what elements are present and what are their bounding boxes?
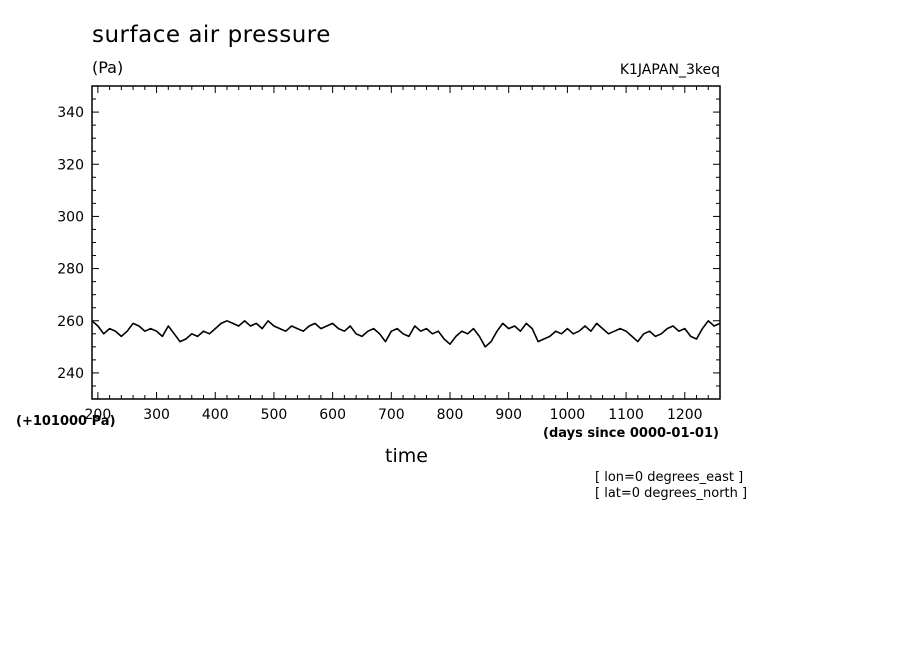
x-tick-label: 500 bbox=[261, 407, 288, 423]
lon-annotation: [ lon=0 degrees_east ] bbox=[595, 470, 744, 485]
y-tick-label: 300 bbox=[57, 209, 84, 225]
x-units-label: (days since 0000-01-01) bbox=[543, 426, 719, 441]
x-tick-label: 400 bbox=[202, 407, 229, 423]
y-tick-label: 260 bbox=[57, 314, 84, 330]
y-tick-label: 280 bbox=[57, 262, 84, 278]
x-tick-label: 1100 bbox=[608, 407, 644, 423]
y-tick-label: 240 bbox=[57, 366, 84, 382]
x-tick-label: 700 bbox=[378, 407, 405, 423]
chart-title: surface air pressure bbox=[92, 22, 331, 48]
x-tick-label: 1200 bbox=[667, 407, 703, 423]
y-offset-label: (+101000 Pa) bbox=[16, 414, 116, 429]
y-tick-label: 340 bbox=[57, 105, 84, 121]
x-tick-label: 200 bbox=[85, 407, 112, 423]
x-tick-label: 1000 bbox=[550, 407, 586, 423]
x-tick-label: 800 bbox=[437, 407, 464, 423]
lat-annotation: [ lat=0 degrees_north ] bbox=[595, 486, 748, 501]
x-tick-label: 900 bbox=[495, 407, 522, 423]
plot-frame bbox=[91, 85, 721, 400]
x-tick-label: 300 bbox=[143, 407, 170, 423]
series-line bbox=[91, 319, 721, 348]
dataset-label: K1JAPAN_3keq bbox=[619, 62, 720, 78]
x-axis-label: time bbox=[385, 445, 428, 467]
x-tick-label: 600 bbox=[319, 407, 346, 423]
units-label: (Pa) bbox=[92, 58, 124, 77]
y-tick-label: 320 bbox=[57, 157, 84, 173]
